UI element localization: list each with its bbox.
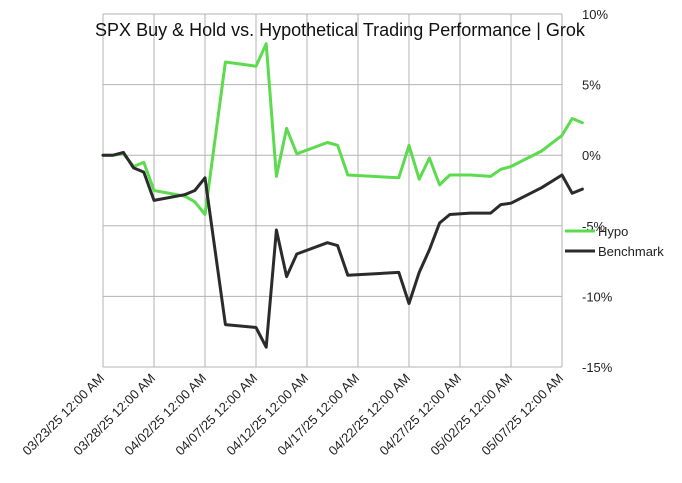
data-point-hypo <box>336 144 339 147</box>
data-point-benchmark <box>489 212 492 214</box>
data-point-benchmark <box>143 171 145 173</box>
data-point-benchmark <box>102 154 104 156</box>
series-layer <box>101 42 584 349</box>
data-point-benchmark <box>540 186 543 189</box>
data-point-hypo <box>489 175 492 178</box>
data-point-hypo <box>224 61 227 63</box>
data-point-benchmark <box>581 188 584 190</box>
data-point-hypo <box>347 174 349 176</box>
data-point-benchmark <box>408 302 410 305</box>
data-point-hypo <box>469 174 472 176</box>
y-axis-tick-labels: 10%5%0%-5%-10%-15% <box>582 7 613 375</box>
chart-title: SPX Buy & Hold vs. Hypothetical Trading … <box>95 20 586 40</box>
data-point-hypo <box>255 65 257 67</box>
y-tick-label: 5% <box>582 78 601 93</box>
data-point-benchmark <box>449 213 451 216</box>
data-point-hypo <box>449 174 451 176</box>
data-point-hypo <box>204 213 206 216</box>
series-line-benchmark <box>101 150 584 349</box>
data-point-benchmark <box>418 271 421 274</box>
data-point-hypo <box>143 161 145 164</box>
data-point-benchmark <box>255 326 257 329</box>
data-point-hypo <box>275 175 278 178</box>
y-tick-label: 0% <box>582 148 601 163</box>
data-point-hypo <box>571 117 573 120</box>
data-point-benchmark <box>275 229 278 231</box>
data-point-hypo <box>153 189 155 192</box>
data-point-benchmark <box>296 253 298 255</box>
legend: Hypo Benchmark <box>565 224 664 259</box>
data-point-hypo <box>296 153 298 155</box>
horizontal-gridlines <box>103 13 562 368</box>
data-point-hypo <box>398 177 400 179</box>
data-point-benchmark <box>469 212 472 214</box>
data-point-benchmark <box>438 222 441 224</box>
data-point-benchmark <box>398 271 400 274</box>
data-point-hypo <box>418 178 421 180</box>
data-point-hypo <box>540 150 543 152</box>
series-line-hypo <box>101 42 584 216</box>
data-point-benchmark <box>561 174 563 176</box>
data-point-hypo <box>500 168 502 171</box>
data-point-hypo <box>438 184 441 186</box>
data-point-benchmark <box>500 203 502 206</box>
data-point-benchmark <box>326 241 329 244</box>
data-point-hypo <box>326 141 329 144</box>
data-point-benchmark <box>194 189 196 192</box>
legend-label-hypo: Hypo <box>598 224 628 239</box>
data-point-benchmark <box>285 275 288 278</box>
data-point-benchmark <box>153 199 155 202</box>
data-point-hypo <box>265 42 268 45</box>
legend-label-benchmark: Benchmark <box>598 244 664 259</box>
data-point-benchmark <box>265 346 268 349</box>
y-tick-label: -15% <box>582 360 613 375</box>
data-point-hypo <box>510 165 512 168</box>
data-point-benchmark <box>347 274 349 277</box>
data-point-benchmark <box>224 323 227 326</box>
data-point-hypo <box>408 144 410 147</box>
data-point-benchmark <box>510 202 512 204</box>
data-point-benchmark <box>122 151 125 154</box>
data-point-benchmark <box>428 249 431 251</box>
data-point-benchmark <box>571 192 573 195</box>
data-point-hypo <box>285 127 288 130</box>
y-tick-label: -10% <box>582 289 613 304</box>
data-point-hypo <box>561 134 563 137</box>
data-point-benchmark <box>204 177 206 179</box>
data-point-benchmark <box>183 193 186 196</box>
data-point-benchmark <box>112 154 114 156</box>
data-point-benchmark <box>336 244 339 247</box>
data-point-hypo <box>194 201 196 203</box>
y-tick-label: 10% <box>582 7 608 22</box>
vertical-gridlines <box>102 14 563 367</box>
data-point-benchmark <box>132 167 135 169</box>
data-point-hypo <box>428 157 431 159</box>
data-point-hypo <box>581 121 584 124</box>
